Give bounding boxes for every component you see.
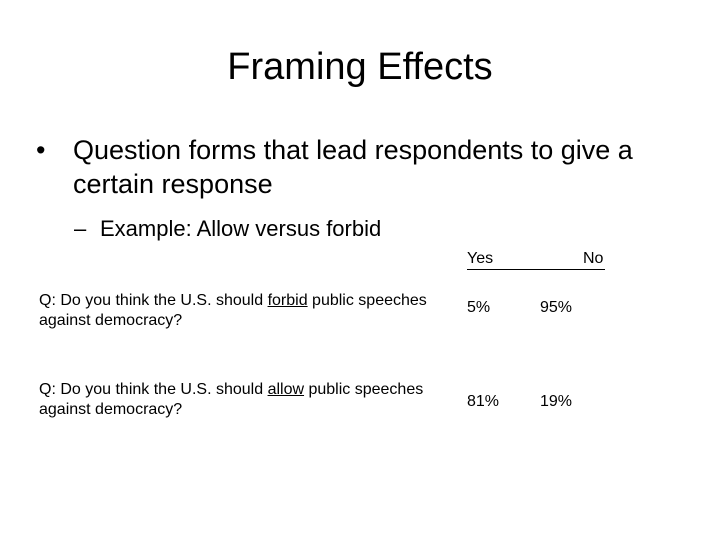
sub-bullet-marker: – <box>74 216 87 241</box>
question-suffix: public speeches against democracy? <box>39 292 432 329</box>
no-value-allow: 19% <box>540 393 573 410</box>
question-keyword: allow <box>267 381 305 398</box>
question-prefix: Q: Do you think the U.S. should <box>39 292 268 309</box>
yes-value-forbid: 5% <box>467 299 491 316</box>
main-bullet-text: Question forms that lead respondents to … <box>73 135 633 199</box>
header-underline <box>467 269 605 270</box>
bullet-marker: • <box>36 135 46 165</box>
sub-bullet-text: Example: Allow versus forbid <box>100 216 382 241</box>
question-suffix: public speeches against democracy? <box>39 381 428 418</box>
slide-title: Framing Effects <box>227 46 493 88</box>
question-keyword: forbid <box>267 292 308 309</box>
question-prefix: Q: Do you think the U.S. should <box>39 381 268 398</box>
no-value-forbid: 95% <box>540 299 573 316</box>
yes-column-header: Yes <box>467 250 494 267</box>
no-column-header: No <box>583 250 604 267</box>
main-bullet: • Question forms that lead respondents t… <box>36 133 676 201</box>
sub-bullet: – Example: Allow versus forbid <box>74 214 381 244</box>
question-allow: Q: Do you think the U.S. should allow pu… <box>39 380 439 420</box>
yes-value-allow: 81% <box>467 393 500 410</box>
question-forbid: Q: Do you think the U.S. should forbid p… <box>39 291 439 331</box>
